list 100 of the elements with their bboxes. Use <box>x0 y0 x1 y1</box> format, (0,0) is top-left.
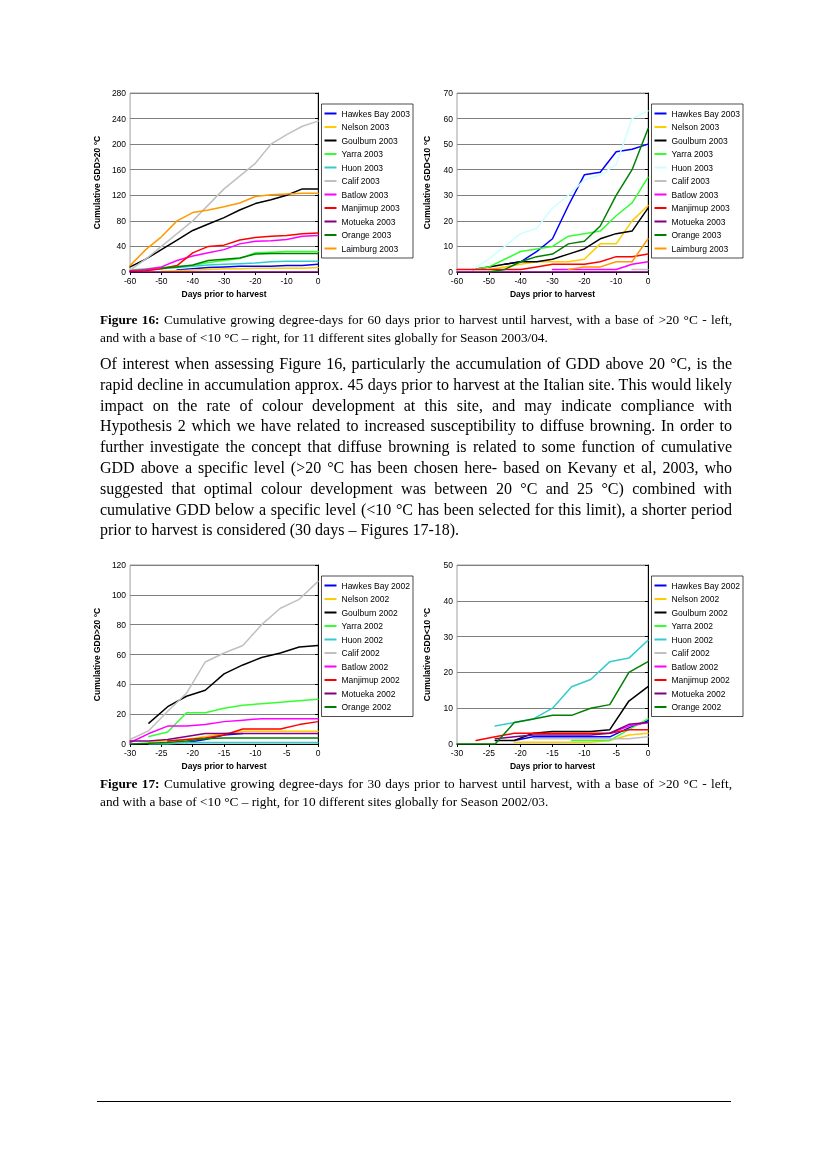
x-tick-label: -20 <box>249 275 262 286</box>
x-tick-label: -50 <box>155 275 168 286</box>
legend-label: Motueka 2003 <box>341 216 396 227</box>
y-tick-label: 0 <box>121 267 127 277</box>
y-tick-label: 160 <box>111 164 127 175</box>
legend-label: Goulburn 2003 <box>341 135 398 146</box>
caption: Figure 17: Cumulative growing degree-days for 30 days prior to harvest until harvest, with a base of >20 °C - left, and with a base of <10 °C – right, for 10 different sites globally for Season 2002/03. <box>100 775 732 811</box>
legend-label: Yarra 2002 <box>671 621 714 631</box>
legend-label: Hawkes Bay 2002 <box>341 580 411 591</box>
x-tick-label: -30 <box>450 747 464 758</box>
legend-label: Goulburn 2003 <box>671 135 728 146</box>
legend-label: Calif 2003 <box>341 176 381 186</box>
legend-label: Yarra 2003 <box>671 149 714 159</box>
x-tick-label: -20 <box>186 747 200 758</box>
y-tick-label: 40 <box>116 241 127 252</box>
caption: Figure 16: Cumulative growing degree-days for 60 days prior to harvest until harvest, with a base of >20 °C - left, and with a base of <10 °C – right, for 11 different sites globally for Season 2003/04. <box>100 311 732 347</box>
y-tick-label: 20 <box>443 215 454 226</box>
y-axis-title: Cumulative GDD<10 °C <box>421 607 432 702</box>
legend-label: Yarra 2002 <box>341 621 384 631</box>
y-tick-label: 60 <box>443 113 454 124</box>
legend-label: Orange 2003 <box>671 230 722 240</box>
x-tick-label: -15 <box>546 747 559 758</box>
legend-label: Nelson 2002 <box>671 594 720 604</box>
y-tick-label: 0 <box>448 267 454 277</box>
line-series <box>494 639 649 727</box>
legend-label: Laimburg 2003 <box>341 243 399 254</box>
y-tick-label: 240 <box>111 113 127 124</box>
y-tick-label: 70 <box>443 88 454 98</box>
line-series <box>148 698 319 738</box>
x-tick-label: 0 <box>645 747 651 758</box>
y-tick-label: 0 <box>121 739 127 749</box>
legend-label: Motueka 2003 <box>671 216 726 227</box>
y-tick-label: 0 <box>448 739 454 749</box>
x-axis-title: Days prior to harvest <box>181 289 267 300</box>
x-tick-label: -15 <box>217 747 231 758</box>
x-tick-label: 0 <box>315 275 321 286</box>
y-tick-label: 200 <box>111 139 127 150</box>
legend-label: Huon 2002 <box>341 634 384 645</box>
x-tick-label: -40 <box>186 275 200 286</box>
x-tick-label: -20 <box>514 747 528 758</box>
legend-label: Nelson 2002 <box>341 594 390 604</box>
y-tick-label: 80 <box>116 215 127 226</box>
y-tick-label: 60 <box>116 649 127 660</box>
x-tick-label: 0 <box>645 275 651 286</box>
y-axis-title: Cumulative GDD>20 °C <box>91 607 102 702</box>
x-tick-label: 0 <box>315 747 321 758</box>
y-tick-label: 20 <box>116 709 127 720</box>
legend-label: Motueka 2002 <box>341 688 396 699</box>
y-tick-label: 30 <box>443 631 454 642</box>
line-series <box>488 128 649 273</box>
x-tick-label: -10 <box>280 275 294 286</box>
legend-label: Goulburn 2002 <box>671 607 728 618</box>
x-tick-label: -50 <box>482 275 496 286</box>
legend-label: Huon 2003 <box>341 162 384 173</box>
x-axis-title: Days prior to harvest <box>509 289 596 300</box>
y-axis-title: Cumulative GDD<10 °C <box>421 135 432 230</box>
x-axis-title: Days prior to harvest <box>509 761 596 772</box>
legend-label: Calif 2003 <box>671 176 711 186</box>
y-tick-label: 120 <box>111 560 127 570</box>
y-tick-label: 30 <box>443 190 454 201</box>
legend-label: Batlow 2002 <box>671 661 719 672</box>
line-series <box>472 110 649 271</box>
x-tick-label: -10 <box>578 747 591 758</box>
x-tick-label: -10 <box>610 275 623 286</box>
legend-label: Calif 2002 <box>671 648 711 658</box>
legend-label: Huon 2003 <box>671 162 714 173</box>
y-tick-label: 100 <box>111 589 127 600</box>
legend-label: Hawkes Bay 2003 <box>341 108 411 119</box>
legend-label: Yarra 2003 <box>341 149 384 159</box>
x-tick-label: -10 <box>249 747 262 758</box>
legend-label: Nelson 2003 <box>671 122 720 132</box>
x-tick-label: -30 <box>123 747 137 758</box>
legend-label: Manjimup 2003 <box>671 203 730 213</box>
x-axis-title: Days prior to harvest <box>181 761 267 772</box>
x-tick-label: -30 <box>217 275 231 286</box>
x-tick-label: -60 <box>123 275 137 286</box>
y-axis-title: Cumulative GDD>20 °C <box>91 135 102 230</box>
y-tick-label: 120 <box>111 190 127 201</box>
y-tick-label: 50 <box>443 139 454 150</box>
y-tick-label: 40 <box>443 164 454 175</box>
y-tick-label: 20 <box>443 667 454 678</box>
legend-label: Batlow 2003 <box>341 189 389 200</box>
legend-label: Nelson 2003 <box>341 122 390 132</box>
line-series <box>513 719 649 742</box>
legend-label: Orange 2002 <box>341 702 392 712</box>
y-tick-label: 80 <box>116 619 127 630</box>
x-tick-label: -25 <box>155 747 168 758</box>
legend-label: Laimburg 2003 <box>671 243 729 254</box>
y-tick-label: 10 <box>443 241 454 252</box>
legend-label: Calif 2002 <box>341 648 381 658</box>
x-tick-label: -20 <box>578 275 591 286</box>
x-tick-label: -5 <box>612 747 621 758</box>
line-series <box>166 720 319 742</box>
x-tick-label: -30 <box>546 275 559 286</box>
y-tick-label: 10 <box>443 703 454 714</box>
legend-label: Huon 2002 <box>671 634 714 645</box>
line-series <box>494 721 649 740</box>
line-series <box>513 732 649 743</box>
line-series <box>567 238 649 271</box>
legend-label: Manjimup 2002 <box>671 675 730 685</box>
